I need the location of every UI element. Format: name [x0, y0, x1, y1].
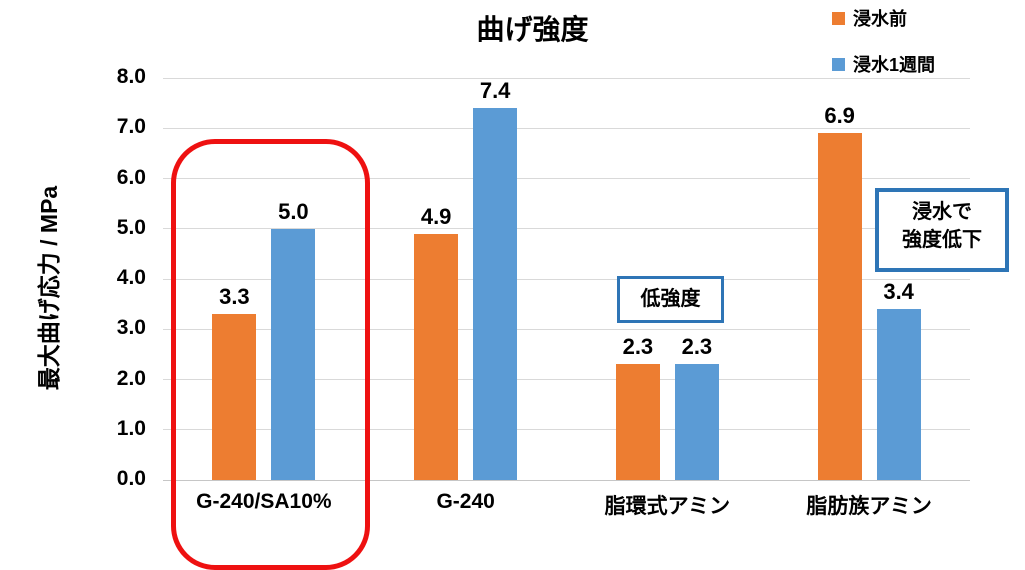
legend-item-before-immersion: 浸水前 — [832, 8, 935, 29]
bar — [674, 364, 719, 480]
bar-value-label: 4.9 — [420, 203, 452, 229]
y-tick-label: 5.0 — [116, 215, 146, 239]
gridline — [163, 127, 970, 129]
y-tick-label: 0.0 — [116, 467, 146, 490]
bar — [212, 314, 257, 480]
category-label: G-240 — [436, 490, 495, 513]
bar — [473, 108, 518, 480]
callout-line: 浸水で — [912, 201, 972, 223]
category-label: G-240/SA10% — [196, 490, 332, 513]
legend-label: 浸水前 — [853, 9, 907, 29]
gridline — [163, 178, 970, 179]
gridline — [163, 228, 970, 230]
legend: 浸水前 浸水1週間 — [832, 8, 935, 100]
bar-value-label: 3.4 — [883, 279, 914, 305]
bar-value-label: 5.0 — [278, 198, 309, 224]
bar — [271, 228, 316, 480]
legend-swatch-orange — [832, 11, 845, 25]
y-tick-label: 4.0 — [116, 266, 146, 289]
gridline — [163, 77, 970, 79]
bar — [615, 364, 660, 480]
bar — [817, 133, 862, 480]
chart-title: 曲げ強度 — [476, 14, 589, 45]
bar-value-label: 2.3 — [681, 334, 713, 360]
bar-value-label: 3.3 — [219, 284, 250, 310]
callout-low-strength: 低強度 — [617, 276, 724, 323]
gridline — [163, 278, 970, 280]
category-label: 脂環式アミン — [604, 495, 731, 518]
bar — [876, 309, 921, 480]
callout-line: 強度低下 — [902, 229, 982, 251]
callout-immersion-strength-drop: 浸水で 強度低下 — [875, 188, 1009, 272]
category-label: 脂肪族アミン — [806, 495, 932, 518]
y-tick-label: 8.0 — [116, 65, 146, 88]
y-axis-title: 最大曲げ応力 / MPa — [36, 185, 62, 391]
y-tick-label: 6.0 — [116, 165, 146, 189]
gridline — [163, 328, 970, 330]
y-tick-label: 1.0 — [116, 416, 146, 440]
y-tick-label: 2.0 — [116, 366, 146, 390]
legend-swatch-blue — [832, 57, 845, 71]
y-tick-label: 7.0 — [116, 115, 146, 139]
bar-value-label: 7.4 — [479, 78, 511, 104]
y-tick-label: 3.0 — [116, 316, 146, 340]
gridline — [163, 379, 970, 380]
legend-item-one-week-immersion: 浸水1週間 — [832, 54, 936, 75]
bar — [414, 233, 459, 480]
legend-label: 浸水1週間 — [853, 55, 936, 75]
red-highlight-box — [171, 139, 370, 570]
bar-value-label: 2.3 — [622, 334, 654, 360]
bar-value-label: 6.9 — [824, 103, 855, 129]
gridline — [163, 479, 970, 481]
gridline — [163, 429, 970, 431]
